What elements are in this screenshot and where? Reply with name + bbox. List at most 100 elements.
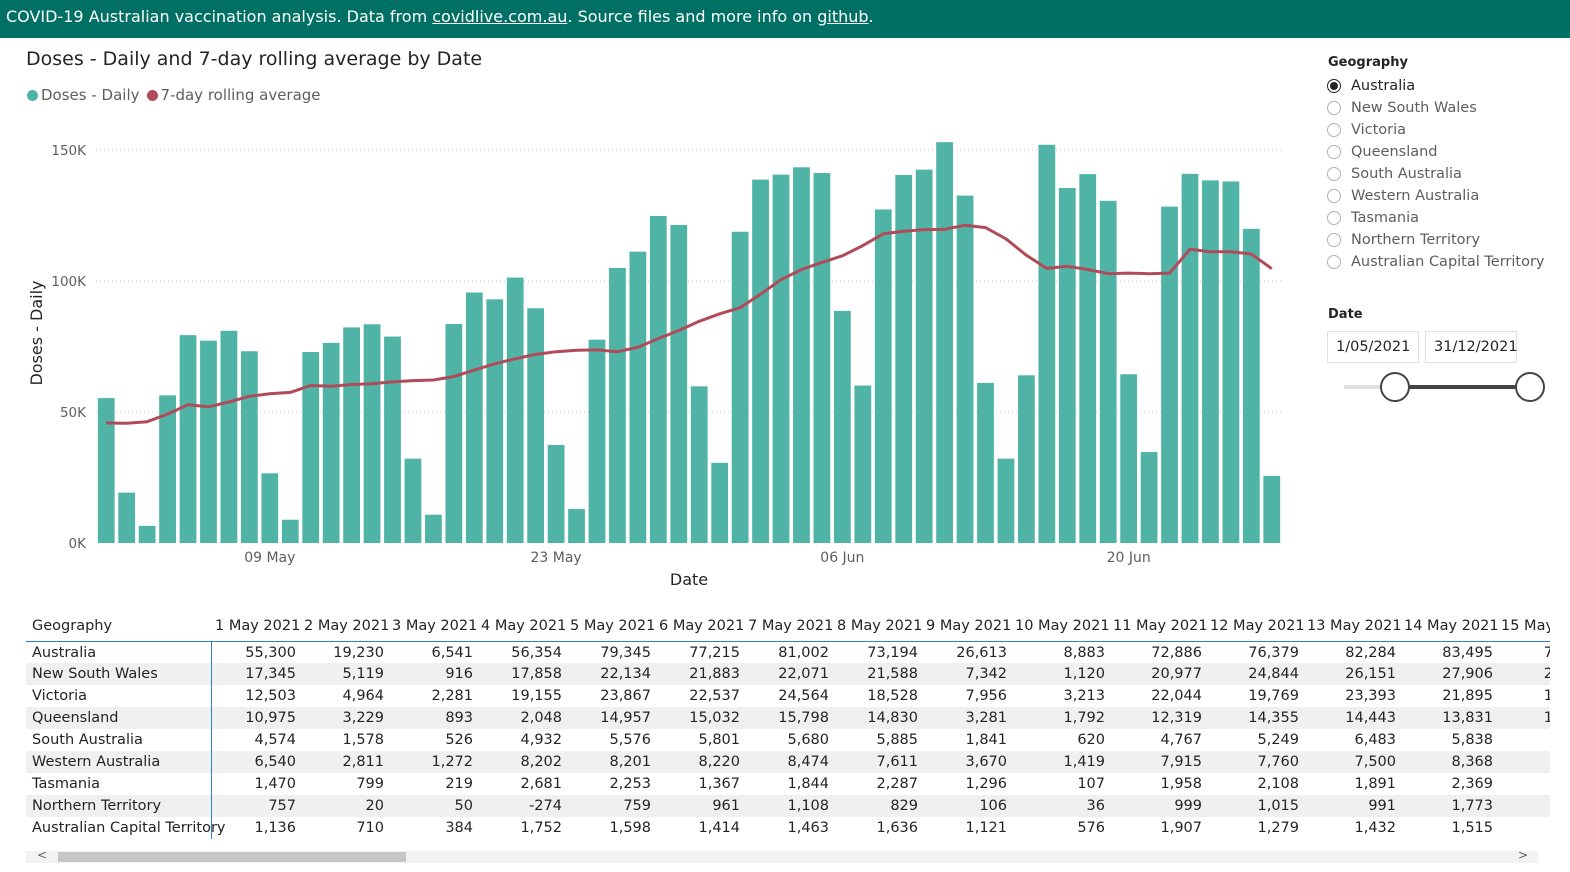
bar-daily-doses[interactable] (261, 473, 279, 543)
bar-daily-doses[interactable] (322, 342, 340, 543)
bar-daily-doses[interactable] (649, 216, 667, 544)
bar-daily-doses[interactable] (445, 323, 463, 543)
bar-daily-doses[interactable] (936, 142, 953, 543)
table-row[interactable]: South Australia 4,574 1,578 526 4,932 5,576 5,… (26, 729, 1550, 751)
column-header-date[interactable]: 14 May 2021 (1400, 611, 1499, 642)
column-header-date[interactable]: 7 May 2021 (744, 611, 833, 642)
column-header-date[interactable]: 1 May 2021 (211, 611, 300, 642)
column-header-date[interactable]: 11 May 2021 (1109, 611, 1208, 642)
bar-daily-doses[interactable] (1018, 375, 1035, 543)
table-horizontal-scrollbar[interactable]: < > (26, 848, 1538, 863)
table-row[interactable]: Victoria 12,503 4,964 2,281 19,155 23,867 22,5… (26, 685, 1550, 707)
bar-daily-doses[interactable] (363, 324, 381, 543)
geography-option-western-australia[interactable]: Western Australia (1327, 185, 1545, 207)
bar-daily-doses[interactable] (159, 395, 176, 543)
bar-daily-doses[interactable] (1099, 200, 1117, 543)
column-header-date[interactable]: 15 May (1497, 611, 1550, 642)
column-header-geography[interactable]: Geography (26, 611, 211, 642)
legend-item-rolling[interactable]: 7-day rolling average (146, 86, 321, 104)
bar-daily-doses[interactable] (874, 209, 892, 543)
radio-button-icon[interactable] (1327, 211, 1341, 225)
bar-daily-doses[interactable] (465, 292, 483, 543)
scrollbar-thumb[interactable] (58, 852, 406, 862)
bar-daily-doses[interactable] (281, 519, 299, 543)
bar-daily-doses[interactable] (138, 525, 156, 543)
bar-daily-doses[interactable] (752, 179, 769, 543)
bar-daily-doses[interactable] (956, 195, 974, 543)
geography-option-northern-territory[interactable]: Northern Territory (1327, 229, 1545, 251)
bar-daily-doses[interactable] (118, 492, 136, 543)
geography-option-south-australia[interactable]: South Australia (1327, 163, 1545, 185)
bar-daily-doses[interactable] (609, 267, 626, 543)
bar-daily-doses[interactable] (1079, 174, 1097, 543)
radio-button-icon[interactable] (1327, 79, 1341, 93)
date-slider-end-handle[interactable] (1515, 372, 1545, 402)
bar-daily-doses[interactable] (384, 336, 401, 543)
table-row[interactable]: Queensland 10,975 3,229 893 2,048 14,957 15,03… (26, 707, 1550, 729)
table-row[interactable]: New South Wales 17,345 5,119 916 17,858 22,13… (26, 663, 1550, 685)
bar-daily-doses[interactable] (793, 167, 810, 544)
radio-button-icon[interactable] (1327, 167, 1341, 181)
bar-daily-doses[interactable] (425, 514, 442, 543)
bar-daily-doses[interactable] (977, 382, 994, 543)
column-header-date[interactable]: 10 May 2021 (1011, 611, 1110, 642)
column-header-date[interactable]: 4 May 2021 (477, 611, 566, 642)
bar-daily-doses[interactable] (200, 340, 217, 543)
bar-daily-doses[interactable] (711, 462, 729, 543)
bar-daily-doses[interactable] (1038, 144, 1056, 543)
column-header-date[interactable]: 9 May 2021 (922, 611, 1011, 642)
bar-daily-doses[interactable] (1222, 181, 1240, 543)
bar-daily-doses[interactable] (997, 458, 1015, 543)
column-header-date[interactable]: 6 May 2021 (655, 611, 744, 642)
bar-daily-doses[interactable] (486, 299, 504, 543)
table-row[interactable]: Western Australia 6,540 2,811 1,272 8,202 8,2… (26, 751, 1550, 773)
bar-daily-doses[interactable] (240, 351, 258, 543)
bar-daily-doses[interactable] (1140, 452, 1158, 543)
bar-daily-doses[interactable] (568, 508, 585, 543)
table-row[interactable]: Tasmania 1,470 799 219 2,681 2,253 1,367 1,844 2… (26, 773, 1550, 795)
geography-option-tasmania[interactable]: Tasmania (1327, 207, 1545, 229)
bar-daily-doses[interactable] (731, 231, 749, 543)
github-link[interactable]: github (817, 7, 869, 26)
bar-daily-doses[interactable] (854, 385, 872, 543)
bar-daily-doses[interactable] (1263, 475, 1281, 543)
bar-daily-doses[interactable] (895, 174, 913, 543)
column-header-date[interactable]: 12 May 2021 (1206, 611, 1305, 642)
bar-daily-doses[interactable] (772, 174, 790, 544)
geography-option-new-south-wales[interactable]: New South Wales (1327, 97, 1545, 119)
bar-daily-doses[interactable] (547, 445, 565, 543)
radio-button-icon[interactable] (1327, 189, 1341, 203)
rolling-average-line[interactable] (106, 223, 1273, 425)
bar-daily-doses[interactable] (813, 173, 831, 543)
bar-daily-doses[interactable] (833, 310, 851, 543)
column-header-date[interactable]: 13 May 2021 (1303, 611, 1402, 642)
scroll-left-icon[interactable]: < (37, 848, 48, 862)
geography-option-australian-capital-territory[interactable]: Australian Capital Territory (1327, 251, 1545, 273)
column-header-date[interactable]: 3 May 2021 (388, 611, 477, 642)
radio-button-icon[interactable] (1327, 145, 1341, 159)
bar-daily-doses[interactable] (588, 339, 606, 543)
table-row[interactable]: Northern Territory 757 20 50 -274 759 961 1,108… (26, 795, 1550, 817)
scroll-right-icon[interactable]: > (1518, 848, 1529, 862)
bar-daily-doses[interactable] (670, 224, 688, 543)
bar-daily-doses[interactable] (527, 308, 545, 543)
geography-option-queensland[interactable]: Queensland (1327, 141, 1545, 163)
bar-daily-doses[interactable] (629, 251, 647, 543)
covidlive-link[interactable]: covidlive.com.au (432, 7, 568, 26)
doses-chart[interactable]: 0K 50K 100K 150K 09 May 23 May 06 Jun 20 Jun Dat… (0, 120, 1300, 595)
bar-daily-doses[interactable] (1202, 180, 1219, 543)
table-row[interactable]: Australia 55,300 19,230 6,541 56,354 79,345 77… (26, 641, 1550, 663)
bar-daily-doses[interactable] (404, 458, 422, 543)
bar-daily-doses[interactable] (690, 386, 708, 543)
bar-daily-doses[interactable] (343, 327, 360, 543)
column-header-date[interactable]: 5 May 2021 (566, 611, 655, 642)
date-end-input[interactable]: 31/12/2021 (1425, 331, 1518, 363)
table-row[interactable]: Australian Capital Territory 1,136 710 384 1… (26, 817, 1550, 839)
column-header-date[interactable]: 2 May 2021 (300, 611, 389, 642)
legend-item-daily[interactable]: Doses - Daily (27, 86, 140, 104)
geography-option-victoria[interactable]: Victoria (1327, 119, 1545, 141)
radio-button-icon[interactable] (1327, 101, 1341, 115)
column-header-date[interactable]: 8 May 2021 (833, 611, 922, 642)
radio-button-icon[interactable] (1327, 233, 1341, 247)
bar-daily-doses[interactable] (179, 335, 197, 543)
